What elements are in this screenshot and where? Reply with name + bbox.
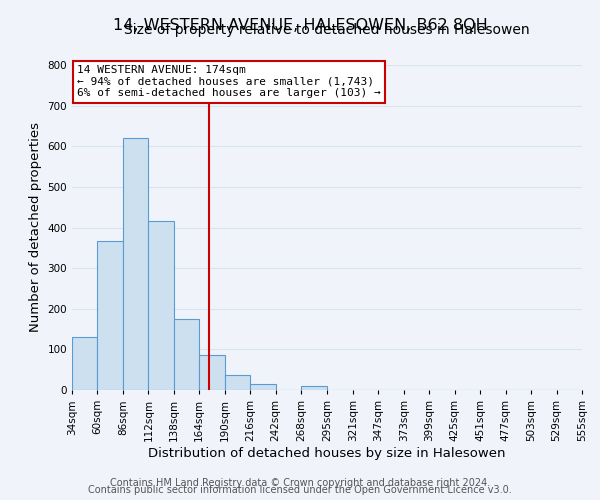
Bar [174, 318, 199, 390]
Bar [97, 241, 123, 390]
Bar [123, 138, 148, 390]
Text: Contains public sector information licensed under the Open Government Licence v3: Contains public sector information licen… [88, 485, 512, 495]
Bar [301, 386, 328, 390]
Text: Contains HM Land Registry data © Crown copyright and database right 2024.: Contains HM Land Registry data © Crown c… [110, 478, 490, 488]
Bar [72, 337, 97, 390]
Bar [148, 222, 174, 390]
Bar [250, 384, 275, 390]
Text: 14 WESTERN AVENUE: 174sqm
← 94% of detached houses are smaller (1,743)
6% of sem: 14 WESTERN AVENUE: 174sqm ← 94% of detac… [77, 65, 381, 98]
Bar [199, 354, 225, 390]
Bar [225, 376, 250, 390]
Text: 14, WESTERN AVENUE, HALESOWEN, B62 8QH: 14, WESTERN AVENUE, HALESOWEN, B62 8QH [113, 18, 487, 32]
Y-axis label: Number of detached properties: Number of detached properties [29, 122, 42, 332]
Title: Size of property relative to detached houses in Halesowen: Size of property relative to detached ho… [124, 24, 530, 38]
X-axis label: Distribution of detached houses by size in Halesowen: Distribution of detached houses by size … [148, 446, 506, 460]
